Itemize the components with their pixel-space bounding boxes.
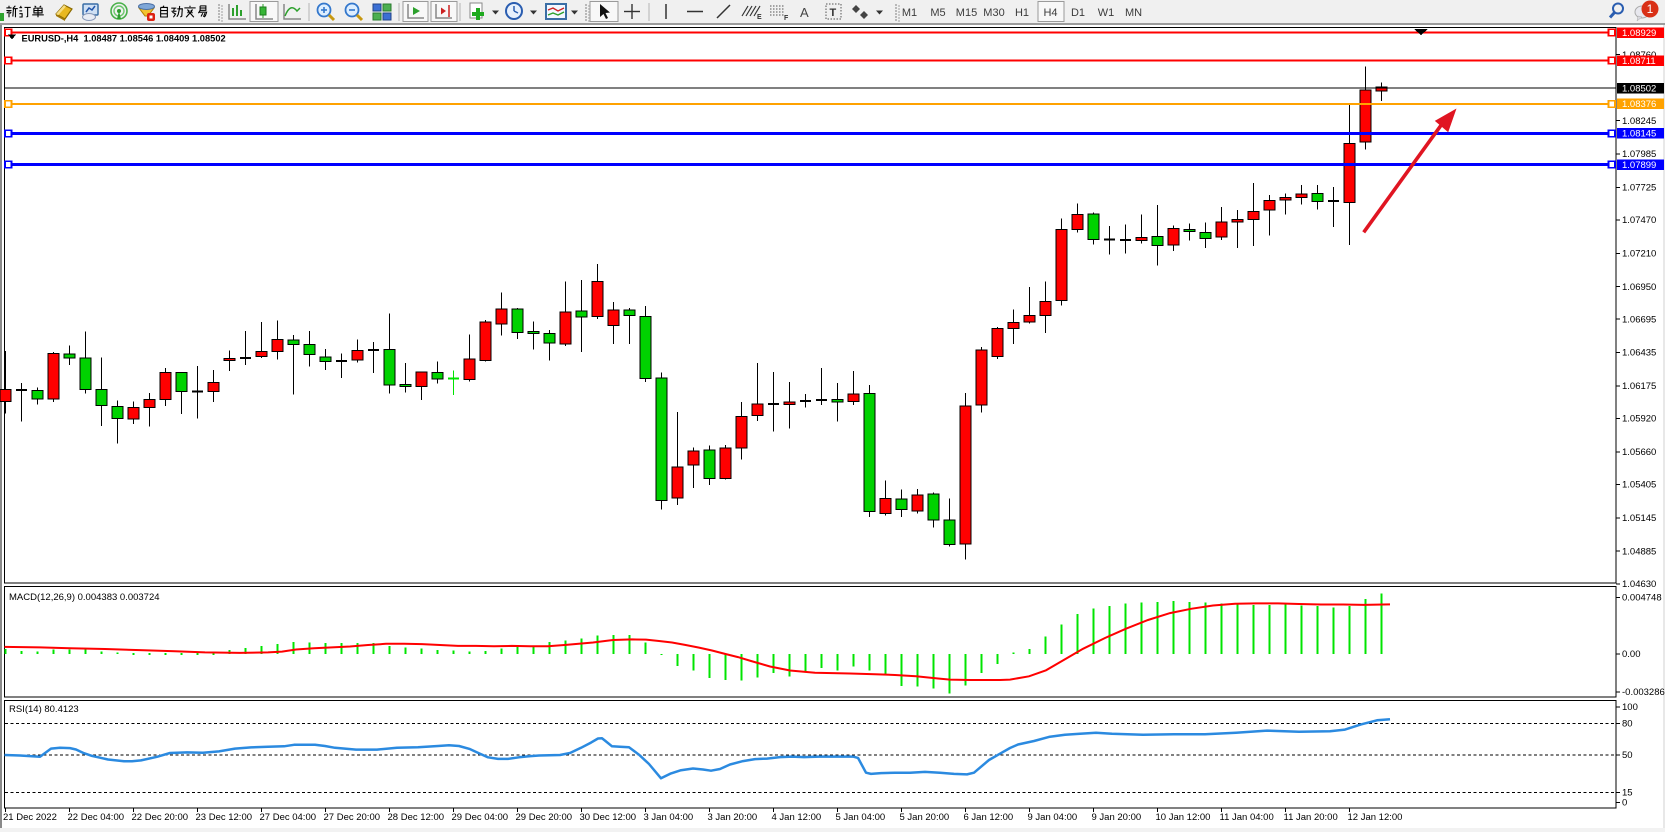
svg-text:M15: M15: [956, 7, 977, 19]
svg-text:1.07470: 1.07470: [1622, 215, 1656, 226]
svg-text:22 Dec 04:00: 22 Dec 04:00: [68, 812, 125, 823]
svg-text:0.00: 0.00: [1622, 649, 1641, 660]
svg-text:27 Dec 04:00: 27 Dec 04:00: [260, 812, 317, 823]
svg-text:12 Jan 12:00: 12 Jan 12:00: [1348, 812, 1403, 823]
svg-text:23 Dec 12:00: 23 Dec 12:00: [196, 812, 253, 823]
svg-text:27 Dec 20:00: 27 Dec 20:00: [324, 812, 381, 823]
svg-text:1.08245: 1.08245: [1622, 116, 1656, 127]
svg-text:50: 50: [1622, 750, 1633, 761]
svg-text:M30: M30: [983, 7, 1004, 19]
svg-text:MACD(12,26,9) 0.004383 0.00372: MACD(12,26,9) 0.004383 0.003724: [9, 592, 160, 603]
svg-text:1.05660: 1.05660: [1622, 447, 1656, 458]
svg-text:1.04630: 1.04630: [1622, 579, 1656, 590]
svg-text:28 Dec 12:00: 28 Dec 12:00: [388, 812, 445, 823]
svg-text:6 Jan 12:00: 6 Jan 12:00: [964, 812, 1014, 823]
svg-text:15: 15: [1622, 788, 1633, 799]
svg-text:H1: H1: [1015, 7, 1029, 19]
svg-text:5 Jan 20:00: 5 Jan 20:00: [900, 812, 950, 823]
svg-text:1.06695: 1.06695: [1622, 314, 1656, 325]
svg-text:100: 100: [1622, 702, 1638, 713]
svg-text:RSI(14) 80.4123: RSI(14) 80.4123: [9, 704, 79, 715]
svg-text:21 Dec 2022: 21 Dec 2022: [3, 812, 57, 823]
svg-text:1: 1: [1647, 2, 1654, 16]
svg-text:A: A: [800, 5, 809, 20]
svg-text:1.08376: 1.08376: [1622, 99, 1656, 110]
svg-text:1.07210: 1.07210: [1622, 249, 1656, 260]
svg-text:1.07985: 1.07985: [1622, 149, 1656, 160]
svg-text:1.07899: 1.07899: [1622, 160, 1656, 171]
svg-text:1.06175: 1.06175: [1622, 381, 1656, 392]
svg-text:1.05920: 1.05920: [1622, 414, 1656, 425]
svg-text:11 Jan 20:00: 11 Jan 20:00: [1284, 812, 1338, 823]
svg-text:EURUSD-,H4 1.08487 1.08546 1.: EURUSD-,H4 1.08487 1.08546 1.08409 1.085…: [22, 34, 226, 44]
svg-text:4 Jan 12:00: 4 Jan 12:00: [772, 812, 822, 823]
svg-text:H4: H4: [1043, 7, 1057, 19]
svg-text:M5: M5: [930, 7, 945, 19]
svg-text:1.05145: 1.05145: [1622, 513, 1656, 524]
svg-text:1.07725: 1.07725: [1622, 183, 1656, 194]
svg-text:11 Jan 04:00: 11 Jan 04:00: [1220, 812, 1274, 823]
svg-text:-0.003286: -0.003286: [1622, 687, 1665, 698]
svg-text:9 Jan 20:00: 9 Jan 20:00: [1092, 812, 1142, 823]
svg-text:MN: MN: [1125, 7, 1142, 19]
svg-text:1.05405: 1.05405: [1622, 480, 1656, 491]
svg-text:30 Dec 12:00: 30 Dec 12:00: [580, 812, 637, 823]
svg-text:5 Jan 04:00: 5 Jan 04:00: [836, 812, 886, 823]
svg-text:1.08929: 1.08929: [1622, 28, 1656, 39]
svg-text:3 Jan 20:00: 3 Jan 20:00: [708, 812, 758, 823]
svg-text:F: F: [784, 15, 789, 22]
svg-text:0: 0: [1622, 798, 1627, 809]
svg-text:29 Dec 20:00: 29 Dec 20:00: [516, 812, 573, 823]
svg-text:80: 80: [1622, 719, 1633, 730]
svg-text:22 Dec 20:00: 22 Dec 20:00: [132, 812, 189, 823]
svg-text:M1: M1: [902, 7, 917, 19]
svg-text:29 Dec 04:00: 29 Dec 04:00: [452, 812, 509, 823]
svg-text:W1: W1: [1098, 7, 1115, 19]
svg-text:3 Jan 04:00: 3 Jan 04:00: [644, 812, 694, 823]
svg-text:10 Jan 12:00: 10 Jan 12:00: [1156, 812, 1211, 823]
svg-text:1.06950: 1.06950: [1622, 282, 1656, 293]
svg-text:1.06435: 1.06435: [1622, 348, 1656, 359]
svg-text:E: E: [757, 14, 762, 21]
svg-text:0.004748: 0.004748: [1622, 593, 1662, 604]
svg-text:1.04885: 1.04885: [1622, 546, 1656, 557]
svg-text:T: T: [830, 7, 837, 19]
svg-text:9 Jan 04:00: 9 Jan 04:00: [1028, 812, 1078, 823]
svg-text:1.08145: 1.08145: [1622, 129, 1656, 140]
svg-text:D1: D1: [1071, 7, 1085, 19]
svg-text:1.08502: 1.08502: [1622, 83, 1656, 94]
svg-text:1.08711: 1.08711: [1622, 56, 1656, 67]
